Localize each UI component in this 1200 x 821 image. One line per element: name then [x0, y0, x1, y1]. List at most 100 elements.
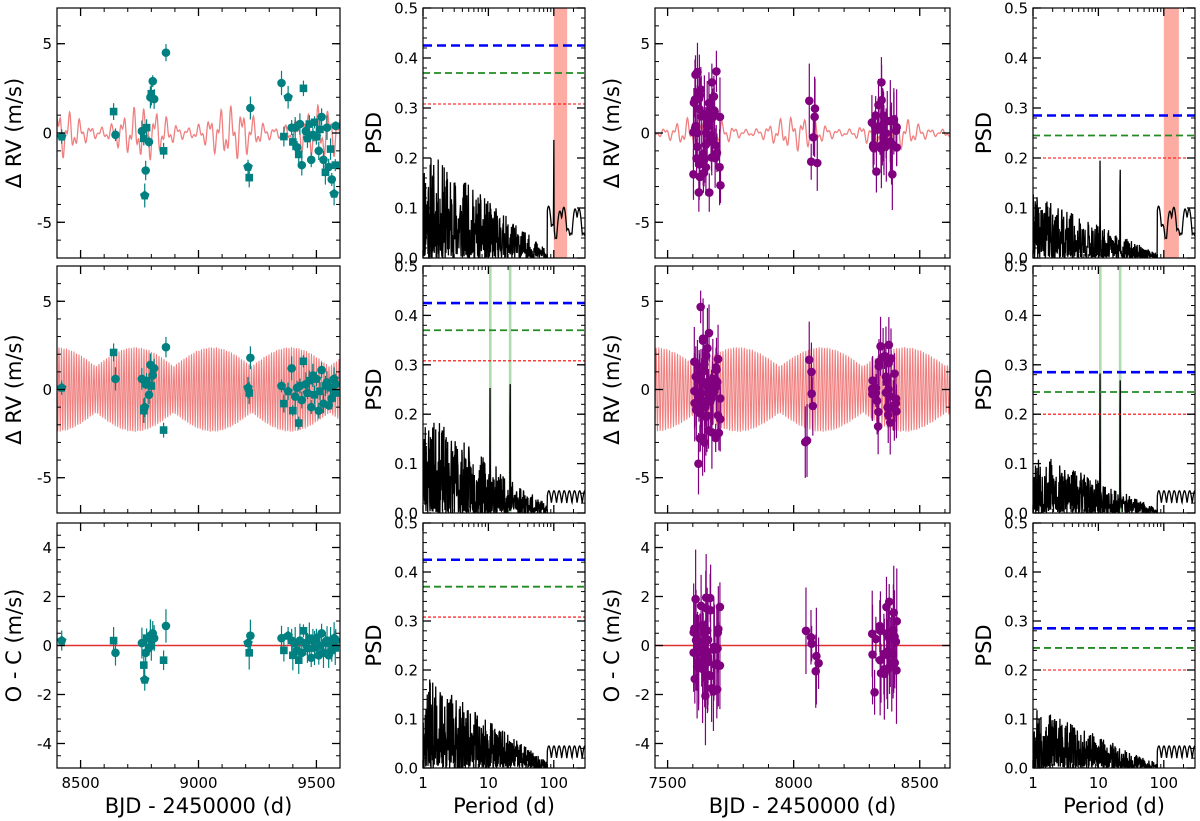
data-point [812, 158, 822, 168]
data-point [709, 645, 719, 654]
data-point [111, 374, 120, 384]
data-point [700, 402, 710, 412]
plot-area [57, 336, 340, 438]
ticks [422, 522, 586, 769]
y-tick-label: 0.4 [1004, 50, 1028, 68]
y-tick-label: 0.1 [1004, 711, 1028, 729]
axes-frame [1032, 522, 1196, 769]
data-point [710, 660, 720, 669]
y-tick-label: 0.4 [1004, 307, 1028, 325]
ticks [655, 522, 950, 769]
period-band [553, 8, 568, 258]
data-point-pentagon [283, 386, 293, 396]
data-point [868, 389, 877, 399]
y-tick-label: 0.3 [1004, 100, 1028, 118]
data-point [707, 78, 717, 87]
periodogram-line [423, 139, 585, 258]
data-point [691, 594, 700, 604]
data-point [877, 95, 886, 105]
data-point [712, 67, 721, 76]
data-point [306, 402, 316, 412]
x-tick-label: 9000 [179, 774, 217, 792]
data-point-square [280, 399, 288, 408]
y-tick-label: 0.4 [394, 307, 418, 325]
data-point [149, 94, 159, 104]
y-tick-label: 0.3 [394, 613, 418, 631]
y-tick-label: 0.5 [1004, 0, 1028, 18]
plot-area [423, 8, 585, 258]
data-point [292, 142, 302, 152]
data-point [317, 365, 326, 375]
y-tick-label: 5 [640, 293, 650, 311]
data-point-square [147, 382, 156, 390]
y-tick-label: 0 [640, 637, 650, 655]
data-point-pentagon [139, 402, 150, 412]
data-point [713, 377, 722, 387]
y-tick-label: 0.3 [1004, 613, 1028, 631]
y-tick-label: 0 [640, 381, 650, 399]
data-point [702, 411, 712, 420]
data-point [892, 616, 902, 626]
data-point [713, 354, 723, 364]
panel-rv-purple-row1: -5 0 5 Δ RV (m/s) [600, 7, 951, 259]
plot-area [655, 42, 950, 212]
data-point [111, 130, 120, 140]
y-tick-label: 0.2 [394, 406, 418, 424]
plot-area [655, 290, 950, 495]
axes-frame [422, 265, 586, 514]
data-point-pentagon [57, 635, 67, 645]
data-point [690, 386, 699, 396]
data-point [715, 414, 725, 424]
y-tick-label: 0 [640, 125, 650, 143]
data-point [808, 401, 818, 411]
data-point [287, 364, 296, 373]
y-tick-label: 0.5 [1004, 515, 1028, 533]
y-tick-label: -2 [37, 686, 52, 704]
y-tick-label: -4 [37, 735, 52, 753]
data-point [161, 48, 171, 57]
y-tick-label: 0.2 [394, 662, 418, 680]
y-tick-label: 2 [640, 588, 650, 606]
data-point [889, 115, 899, 124]
data-point [889, 608, 899, 617]
data-point-square [294, 656, 303, 664]
data-point [297, 395, 307, 405]
y-tick-label: 0.0 [1004, 505, 1028, 523]
data-point-square [321, 168, 330, 177]
data-point [161, 342, 171, 352]
data-point-square [109, 107, 118, 116]
data-point-square [316, 387, 324, 396]
panel-psd-teal-row1: 0.0 0.1 0.2 0.3 0.4 0.5 PSD [362, 0, 586, 268]
data-point [331, 636, 340, 645]
y-tick-label: 0.3 [394, 100, 418, 118]
data-point [698, 334, 708, 343]
data-point [883, 410, 893, 420]
data-point [694, 160, 704, 169]
data-point-square [139, 134, 148, 143]
plot-area [1033, 627, 1195, 768]
data-point [807, 389, 816, 399]
data-point [711, 433, 720, 443]
x-axis-label: Period (d) [453, 794, 555, 818]
y-tick-label: 0.5 [394, 515, 418, 533]
data-point [706, 131, 716, 140]
axes-frame [422, 7, 586, 259]
data-point-square [326, 383, 335, 392]
y-tick-label: -5 [37, 214, 52, 232]
y-axis-label: PSD [972, 368, 996, 410]
data-point-square [310, 390, 319, 399]
data-point [713, 628, 723, 637]
data-point [295, 119, 305, 129]
data-point [871, 111, 880, 120]
data-point [698, 641, 708, 650]
data-point-pentagon [329, 188, 339, 198]
data-point [317, 628, 326, 638]
data-point [698, 377, 707, 386]
data-point [324, 162, 333, 172]
y-axis-label: Δ RV (m/s) [600, 78, 624, 188]
data-point [716, 181, 725, 190]
data-point [695, 90, 705, 100]
period-band [1163, 8, 1179, 258]
data-point [314, 146, 324, 156]
